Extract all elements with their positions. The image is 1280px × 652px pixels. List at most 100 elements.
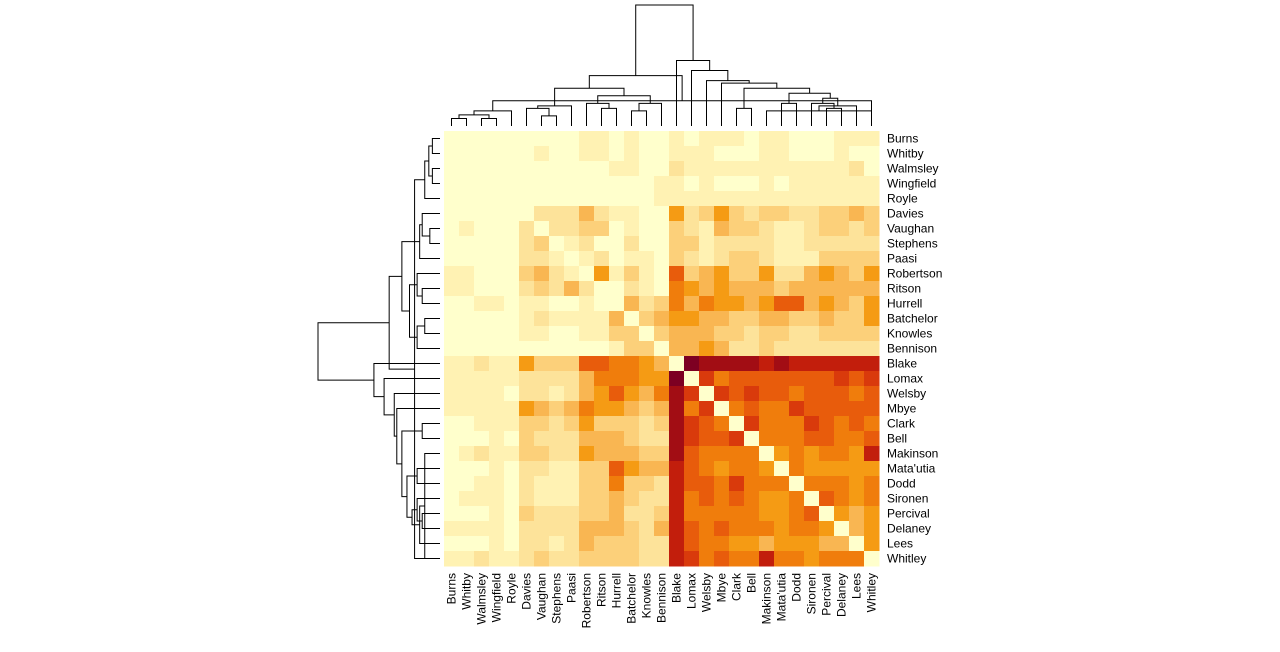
row-label: Bennison [887,342,937,356]
heatmap-cell [714,311,730,327]
heatmap-cell [759,416,775,432]
heatmap-cell [834,281,850,297]
dendrogram-branch [428,145,433,177]
heatmap-cell [714,401,730,417]
heatmap-cell [444,266,460,282]
heatmap-cell [519,536,535,552]
heatmap-cell [699,431,715,447]
heatmap-cell [444,431,460,447]
heatmap-cell [474,401,490,417]
heatmap-cell [849,521,865,537]
heatmap-cell [669,431,685,447]
column-label: Stephens [550,573,564,624]
heatmap-cell [729,401,745,417]
heatmap-cell [774,536,790,552]
heatmap-cell [564,476,580,492]
heatmap-cell [489,281,505,297]
heatmap-cell [579,551,595,567]
heatmap-cell [459,521,475,537]
heatmap-cell [849,461,865,477]
row-label: Blake [887,357,917,371]
heatmap-cell [744,521,760,537]
heatmap-cell [444,236,460,252]
heatmap-cell [774,491,790,507]
heatmap-cell [534,176,550,192]
heatmap-cell [579,221,595,237]
heatmap-cell [459,251,475,267]
heatmap-cell [594,551,610,567]
heatmap-cell [744,146,760,162]
column-label: Davies [520,573,534,610]
heatmap-cell [759,401,775,417]
heatmap-cell [459,551,475,567]
heatmap-cell [609,206,625,222]
heatmap-cell [849,371,865,387]
heatmap-cell [864,356,880,372]
heatmap-cell [849,551,865,567]
heatmap-cell [549,191,565,207]
heatmap-cell [459,416,475,432]
heatmap-cell [849,161,865,177]
heatmap-cell [639,416,655,432]
heatmap-cell [864,161,880,177]
heatmap-cell [804,431,820,447]
heatmap-cell [444,416,460,432]
heatmap-cell [774,341,790,357]
heatmap-cell [729,356,745,372]
heatmap-cell [594,296,610,312]
heatmap-cell [744,491,760,507]
heatmap-cell [804,161,820,177]
heatmap-cell [504,191,520,207]
heatmap-cell [804,401,820,417]
heatmap-cell [654,176,670,192]
heatmap-cell [519,311,535,327]
column-label: Whitley [865,573,879,612]
heatmap-cell [504,161,520,177]
heatmap-cell [504,446,520,462]
heatmap-cell [789,341,805,357]
heatmap-cell [699,161,715,177]
heatmap-cell [669,296,685,312]
heatmap-cell [519,266,535,282]
heatmap-cell [549,491,565,507]
heatmap-cell [729,146,745,162]
dendrogram-branch [635,4,694,76]
dendrogram-branch [411,509,420,526]
heatmap-cell [504,506,520,522]
heatmap-cell [624,146,640,162]
heatmap-cell [624,491,640,507]
heatmap-cell [549,176,565,192]
heatmap-cell [624,536,640,552]
heatmap-cell [804,416,820,432]
heatmap-cell [684,251,700,267]
heatmap-cell [729,476,745,492]
row-label: Dodd [887,477,916,491]
heatmap-cell [804,341,820,357]
heatmap-cell [639,371,655,387]
heatmap-cell [534,326,550,342]
heatmap-cell [624,551,640,567]
heatmap-cell [699,521,715,537]
heatmap-cell [669,221,685,237]
row-label: Bell [887,432,907,446]
heatmap-cell [744,356,760,372]
heatmap-cell [699,266,715,282]
heatmap-cell [549,386,565,402]
heatmap-cell [669,461,685,477]
heatmap-cell [639,251,655,267]
heatmap-cell [504,551,520,567]
heatmap-cell [549,221,565,237]
heatmap-cell [789,146,805,162]
heatmap-cell [804,191,820,207]
heatmap-cell [669,326,685,342]
heatmap-cell [504,146,520,162]
heatmap-cell [684,176,700,192]
heatmap-cell [819,386,835,402]
column-label: Ritson [595,573,609,607]
heatmap-cell [444,491,460,507]
heatmap-cell [834,386,850,402]
heatmap-cell [639,476,655,492]
heatmap-cell [579,206,595,222]
heatmap-cell [564,491,580,507]
heatmap-cell [699,206,715,222]
